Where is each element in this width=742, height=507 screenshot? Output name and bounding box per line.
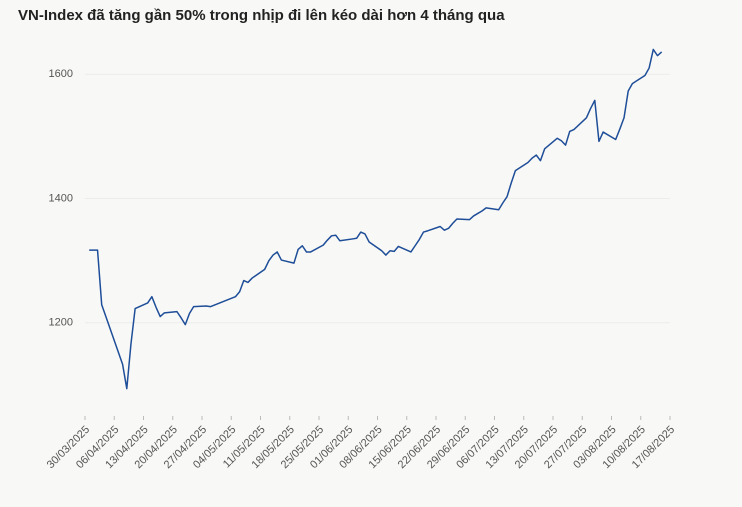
y-tick-label: 1400 — [49, 192, 73, 204]
y-tick-label: 1200 — [49, 317, 73, 329]
chart-title: VN-Index đã tăng gần 50% trong nhịp đi l… — [18, 7, 505, 24]
y-tick-label: 1600 — [49, 68, 73, 80]
line — [89, 48, 663, 390]
